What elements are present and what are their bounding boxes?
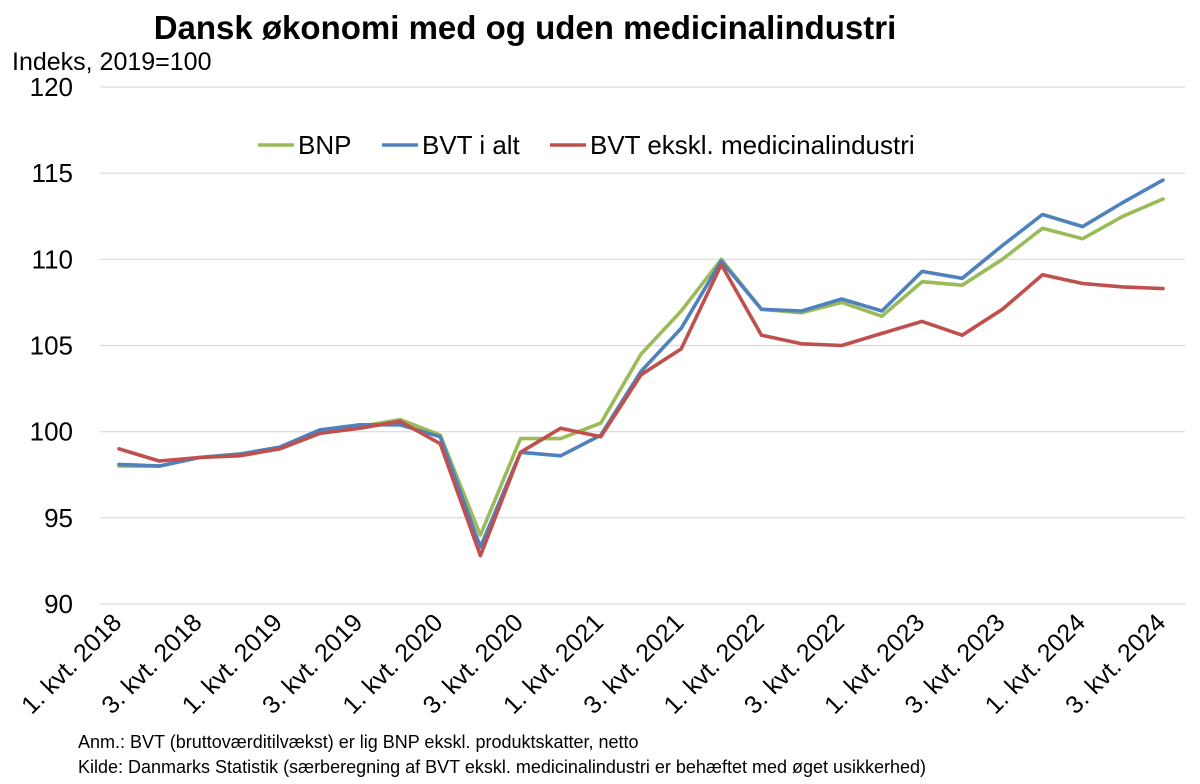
legend-label: BNP [298, 130, 351, 160]
legend-label: BVT ekskl. medicinalindustri [590, 130, 915, 160]
y-tick-label: 105 [30, 331, 73, 361]
legend: BNP BVT i alt BVT ekskl. medicinalindustri [258, 130, 915, 160]
series-line-bvt-i-alt [117, 178, 1165, 549]
series-lines [117, 178, 1165, 558]
series-line-bnp [117, 197, 1165, 537]
legend-label: BVT i alt [422, 130, 521, 160]
chart-title: Dansk økonomi med og uden medicinalindus… [154, 9, 897, 46]
note-anm: Anm.: BVT (bruttoværditilvækst) er lig B… [78, 732, 639, 752]
gridlines [100, 86, 1185, 605]
y-axis-ticks: 90 95 100 105 110 115 120 [30, 72, 73, 619]
y-tick-label: 90 [44, 589, 73, 619]
y-tick-label: 100 [30, 417, 73, 447]
y-tick-label: 110 [32, 244, 73, 274]
series-line-bvt-ekskl-medicinalindustri [117, 262, 1165, 558]
y-tick-label: 120 [30, 72, 73, 102]
note-kilde: Kilde: Danmarks Statistik (særberegning … [78, 757, 926, 777]
y-axis-label: Indeks, 2019=100 [12, 48, 211, 76]
y-tick-label: 95 [44, 503, 73, 533]
y-tick-label: 115 [32, 158, 73, 188]
